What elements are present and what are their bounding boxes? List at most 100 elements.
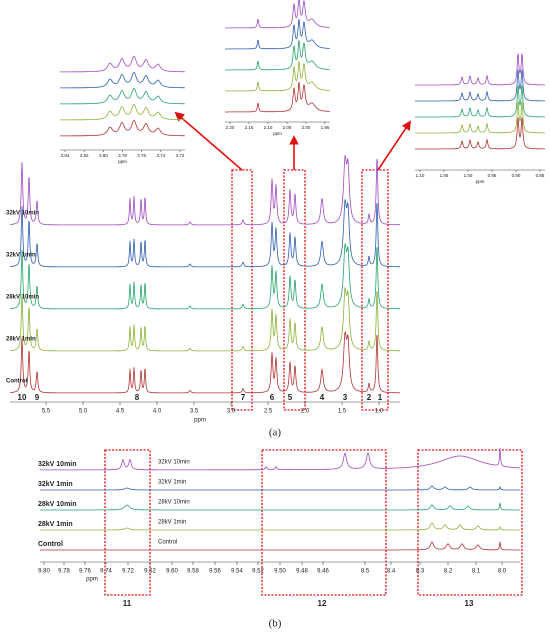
- x-tick-label: 1.0: [375, 409, 384, 415]
- row-label: 32kV 10min: [38, 461, 77, 468]
- region-number: 12: [318, 599, 327, 608]
- row-label: Control: [6, 379, 28, 385]
- arrow: [377, 120, 412, 171]
- x-tick-label: 9.62: [144, 569, 156, 575]
- x-tick-label: 3.78: [118, 153, 127, 158]
- row-label: 32kV 1min: [38, 481, 73, 488]
- highlight-box: [231, 169, 253, 411]
- x-tick-label: 3.84: [61, 153, 70, 158]
- spectrum: [10, 155, 400, 226]
- x-tick-label: 9.58: [187, 569, 199, 575]
- axis-title: ppm: [476, 179, 485, 184]
- spectrum: [225, 82, 330, 113]
- x-tick-label: 1.05: [440, 173, 449, 178]
- spectrum: [225, 0, 330, 29]
- arrow: [174, 111, 243, 171]
- spectrum: [225, 61, 330, 92]
- x-tick-label: 9.78: [58, 569, 70, 575]
- row-label: Control: [158, 540, 177, 546]
- region-number: 13: [465, 599, 474, 608]
- spectrum: [225, 19, 330, 50]
- x-tick-label: 2.0: [301, 409, 310, 415]
- spectrum: [60, 87, 185, 105]
- spectrum: [40, 448, 520, 471]
- spectrum: [40, 541, 520, 551]
- x-tick-label: 9.72: [122, 569, 134, 575]
- peak-number: 8: [135, 393, 140, 402]
- x-tick-label: 9.56: [209, 569, 221, 575]
- peak-number: 5: [288, 393, 293, 402]
- x-tick-label: 9.54: [231, 569, 243, 575]
- peak-number: 6: [270, 393, 275, 402]
- axis-title: ppm: [273, 131, 282, 136]
- x-tick-label: 9.74: [100, 569, 112, 575]
- axis-title: ppm: [118, 159, 127, 164]
- x-tick-label: 8.1: [472, 569, 481, 575]
- peak-number: 10: [18, 393, 27, 402]
- spectrum: [415, 117, 545, 150]
- axis-title: ppm: [194, 418, 206, 424]
- row-label: 28kV 1min: [38, 521, 73, 528]
- axis-title: ppm: [86, 577, 98, 583]
- x-tick-label: 4.0: [153, 409, 162, 415]
- peak-number: 4: [320, 393, 325, 402]
- spectrum: [9, 287, 400, 352]
- x-tick-label: 3.80: [99, 153, 108, 158]
- x-tick-label: 5.0: [79, 409, 88, 415]
- x-tick-label: 8.4: [387, 569, 396, 575]
- x-tick-label: 0.90: [512, 173, 521, 178]
- spectrum: [40, 522, 520, 531]
- x-tick-label: 3.5: [190, 409, 199, 415]
- x-tick-label: 8.5: [361, 569, 370, 575]
- spectrum: [60, 103, 185, 121]
- x-tick-label: 0.85: [536, 173, 545, 178]
- spectrum: [415, 85, 545, 118]
- peak-number: 9: [35, 393, 40, 402]
- x-tick-label: 8.3: [416, 569, 425, 575]
- row-label: 28kV 10min: [38, 501, 77, 508]
- x-tick-label: 3.76: [137, 153, 146, 158]
- row-label: 28kV 1min: [6, 337, 36, 343]
- x-tick-label: 2.15: [245, 125, 254, 130]
- row-label: 32kV 1min: [6, 253, 36, 259]
- x-tick-label: 5.5: [42, 409, 51, 415]
- x-tick-label: 9.50: [274, 569, 286, 575]
- x-tick-label: 9.48: [296, 569, 308, 575]
- x-tick-label: 1.5: [338, 409, 347, 415]
- panel-label: (b): [269, 618, 282, 630]
- row-label: 28kV 10min: [6, 295, 39, 301]
- x-tick-label: 3.0: [227, 409, 236, 415]
- row-label: 28kV 1min: [158, 520, 186, 526]
- x-tick-label: 0.95: [488, 173, 497, 178]
- spectrum: [9, 331, 400, 394]
- row-label: 32kV 10min: [158, 460, 190, 466]
- peak-number: 3: [343, 393, 348, 402]
- x-tick-label: 1.95: [321, 125, 330, 130]
- peak-number: 1: [378, 393, 383, 402]
- spectrum: [40, 502, 520, 511]
- highlight-box: [261, 449, 387, 596]
- highlight-box: [361, 169, 389, 411]
- spectrum: [60, 71, 185, 89]
- x-tick-label: 9.76: [79, 569, 91, 575]
- x-tick-label: 1.10: [416, 173, 425, 178]
- x-tick-label: 2.10: [264, 125, 273, 130]
- x-tick-label: 3.82: [80, 153, 89, 158]
- spectrum: [225, 40, 330, 71]
- spectrum: [415, 69, 545, 102]
- x-tick-label: 8.2: [444, 569, 453, 575]
- x-tick-label: 4.5: [116, 409, 125, 415]
- x-tick-label: 9.80: [38, 569, 50, 575]
- region-number: 11: [123, 599, 132, 608]
- x-tick-label: 2.00: [302, 125, 311, 130]
- x-tick-label: 9.60: [166, 569, 178, 575]
- spectrum: [415, 101, 545, 134]
- spectrum: [10, 243, 400, 310]
- x-tick-label: 9.46: [317, 569, 329, 575]
- row-label: 28kV 10min: [158, 500, 190, 506]
- x-tick-label: 2.5: [264, 409, 273, 415]
- x-tick-label: 1.00: [464, 173, 473, 178]
- highlight-box: [417, 449, 523, 596]
- highlight-box: [104, 449, 151, 596]
